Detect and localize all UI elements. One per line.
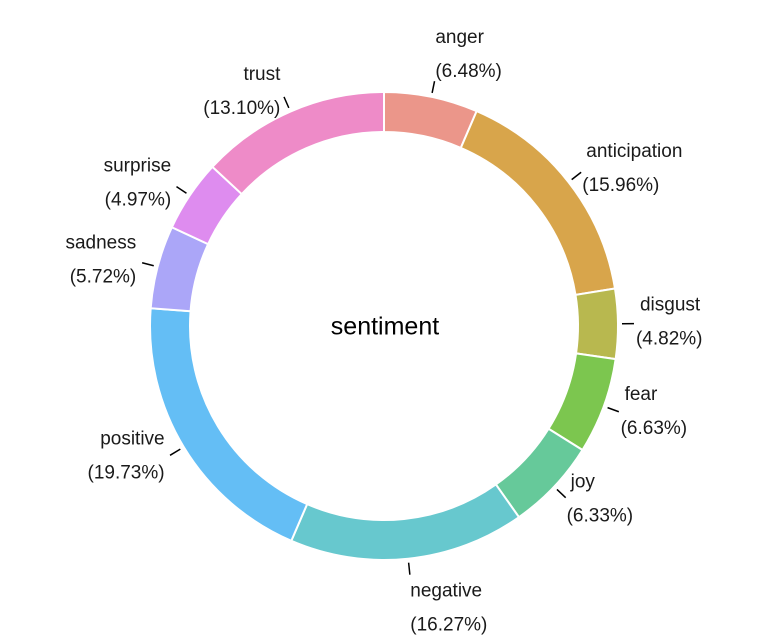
label-name-sadness: sadness — [65, 233, 136, 254]
label-name-trust: trust — [243, 64, 281, 85]
label-negative: negative (16.27%) — [410, 581, 487, 636]
label-sadness: sadness (5.72%) — [65, 233, 136, 288]
leader-anger — [431, 81, 436, 94]
label-trust: trust (13.10%) — [203, 64, 281, 119]
label-name-anticipation: anticipation — [586, 141, 682, 162]
label-anger: anger (6.48%) — [435, 27, 502, 82]
slice-anticipation — [459, 109, 617, 297]
label-disgust: disgust (4.82%) — [636, 295, 703, 350]
label-percent-fear: (6.63%) — [621, 418, 688, 439]
label-name-surprise: surprise — [104, 155, 172, 176]
label-name-anger: anger — [435, 27, 484, 48]
labels-group: anger (6.48%) anticipation (15.96%) disgust (… — [65, 27, 702, 635]
slice-negative — [289, 483, 521, 561]
slices-group — [149, 90, 619, 561]
leader-anticipation — [571, 171, 582, 181]
label-percent-disgust: (4.82%) — [636, 329, 703, 350]
slice-disgust — [574, 287, 619, 361]
label-surprise: surprise (4.97%) — [104, 155, 172, 210]
label-percent-sadness: (5.72%) — [70, 267, 137, 288]
leader-positive — [169, 448, 181, 456]
label-fear: fear (6.63%) — [621, 384, 688, 439]
label-name-positive: positive — [100, 428, 164, 449]
leader-fear — [607, 406, 620, 413]
label-percent-negative: (16.27%) — [410, 615, 487, 636]
slice-positive — [149, 307, 309, 543]
leader-sadness — [141, 262, 154, 267]
leader-trust — [283, 96, 290, 109]
label-percent-trust: (13.10%) — [203, 98, 280, 119]
label-name-disgust: disgust — [640, 295, 701, 316]
label-name-negative: negative — [410, 581, 482, 602]
leader-negative — [407, 562, 411, 575]
label-name-fear: fear — [625, 384, 658, 405]
label-name-joy: joy — [570, 471, 596, 492]
slice-trust — [211, 90, 385, 196]
label-anticipation: anticipation (15.96%) — [582, 141, 682, 196]
leader-joy — [556, 488, 567, 499]
label-percent-joy: (6.33%) — [567, 505, 634, 526]
center-label: sentiment — [331, 313, 439, 341]
slice-anger — [383, 90, 478, 150]
leader-surprise — [176, 185, 187, 194]
label-percent-anticipation: (15.96%) — [582, 175, 659, 196]
label-percent-surprise: (4.97%) — [105, 189, 172, 210]
label-percent-positive: (19.73%) — [88, 462, 165, 483]
label-percent-anger: (6.48%) — [435, 61, 502, 82]
label-positive: positive (19.73%) — [88, 428, 165, 483]
label-joy: joy (6.33%) — [567, 471, 634, 526]
